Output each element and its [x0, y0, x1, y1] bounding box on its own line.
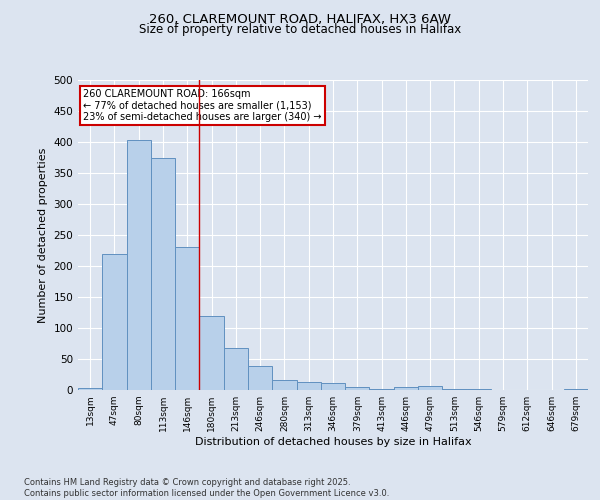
Bar: [394, 387, 418, 390]
Bar: [127, 140, 151, 390]
Bar: [78, 388, 102, 390]
Bar: [199, 316, 224, 390]
Bar: [345, 387, 370, 390]
Bar: [296, 382, 321, 390]
Text: 260, CLAREMOUNT ROAD, HALIFAX, HX3 6AW: 260, CLAREMOUNT ROAD, HALIFAX, HX3 6AW: [149, 12, 451, 26]
Bar: [321, 382, 345, 390]
Bar: [248, 366, 272, 390]
Bar: [151, 158, 175, 390]
Bar: [102, 254, 127, 390]
Bar: [370, 389, 394, 390]
Y-axis label: Number of detached properties: Number of detached properties: [38, 148, 48, 322]
Bar: [272, 380, 296, 390]
Bar: [418, 386, 442, 390]
X-axis label: Distribution of detached houses by size in Halifax: Distribution of detached houses by size …: [194, 437, 472, 447]
Text: Contains HM Land Registry data © Crown copyright and database right 2025.
Contai: Contains HM Land Registry data © Crown c…: [24, 478, 389, 498]
Text: Size of property relative to detached houses in Halifax: Size of property relative to detached ho…: [139, 22, 461, 36]
Bar: [224, 348, 248, 390]
Text: 260 CLAREMOUNT ROAD: 166sqm
← 77% of detached houses are smaller (1,153)
23% of : 260 CLAREMOUNT ROAD: 166sqm ← 77% of det…: [83, 90, 322, 122]
Bar: [175, 248, 199, 390]
